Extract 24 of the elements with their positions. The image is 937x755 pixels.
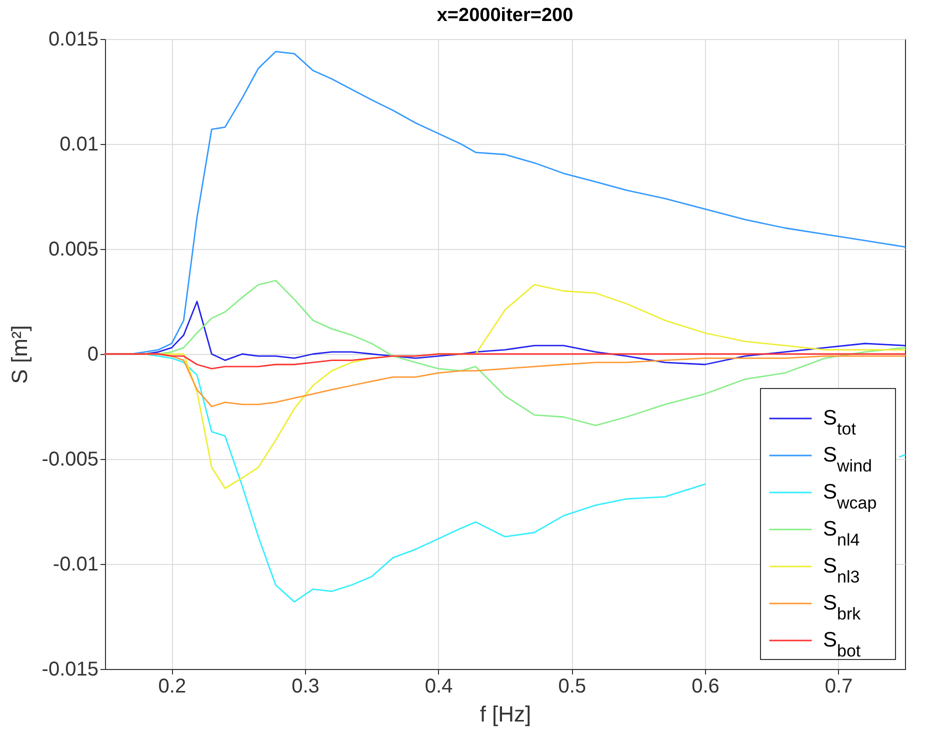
y-tick-label: 0.005 (48, 238, 98, 260)
legend-label: S$_{nl3}$ (823, 554, 860, 586)
x-tick-label: 0.5 (558, 676, 586, 698)
legend-label: S$_{wind}$ (823, 444, 872, 475)
y-tick-label: -0.01 (52, 554, 98, 576)
y-tick-label: 0.015 (48, 28, 98, 50)
legend-label: S$_{nl4}$ (823, 518, 860, 549)
y-tick-label: 0.01 (60, 134, 98, 156)
legend-label: S$_{tot}$ (823, 406, 856, 438)
x-tick-label: 0.7 (824, 676, 853, 698)
line-series (104, 353, 906, 370)
x-tick-label: 0.6 (692, 676, 720, 698)
legend-label: S$_{wcap}$ (823, 480, 877, 512)
x-axis-title: f [Hz] (480, 702, 532, 726)
legend-label: S$_{bot}$ (823, 628, 861, 660)
y-axis-title: S [m²] (6, 325, 32, 384)
legend-label: S$_{brk}$ (823, 592, 862, 623)
y-tick-label: -0.005 (42, 448, 98, 470)
x-tick-label: 0.3 (292, 676, 320, 698)
x-tick-label: 0.4 (424, 676, 453, 698)
y-tick-label: -0.015 (42, 658, 98, 680)
chart-title: x=2000iter=200 (436, 5, 574, 26)
y-tick-label: 0 (87, 344, 98, 366)
x-tick-label: 0.2 (158, 676, 186, 698)
